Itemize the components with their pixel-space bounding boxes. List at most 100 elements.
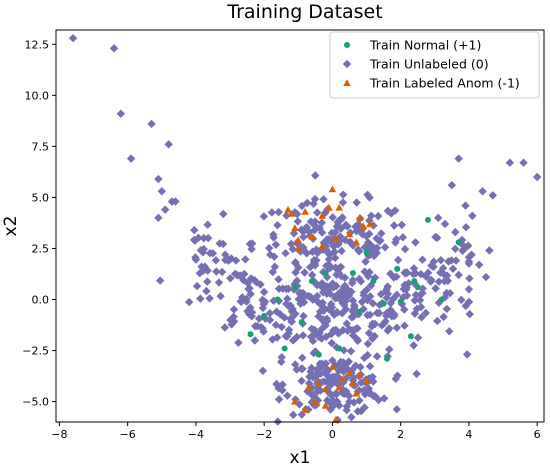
- unlabeled-point: [291, 268, 300, 277]
- unlabeled-point: [310, 194, 320, 204]
- y-tick-label: 5.0: [32, 191, 50, 204]
- unlabeled-point: [444, 257, 453, 266]
- unlabeled-point: [353, 407, 363, 416]
- unlabeled-point: [431, 284, 440, 293]
- unlabeled-point: [347, 413, 356, 422]
- unlabeled-point: [372, 234, 381, 243]
- anomaly-point: [352, 389, 361, 397]
- normal-point: [281, 345, 288, 352]
- unlabeled-point: [488, 191, 498, 200]
- unlabeled-point: [329, 283, 338, 292]
- unlabeled-point: [299, 232, 308, 242]
- unlabeled-point: [296, 364, 306, 374]
- unlabeled-point: [389, 294, 398, 303]
- unlabeled-point: [440, 219, 450, 229]
- anomaly-point: [332, 234, 340, 242]
- unlabeled-point: [328, 378, 338, 387]
- x-tick-label: −4: [188, 428, 204, 441]
- anomaly-point: [294, 244, 303, 252]
- unlabeled-point: [339, 283, 349, 292]
- x-tick-label: −6: [120, 428, 136, 441]
- unlabeled-point: [192, 281, 202, 291]
- anomaly-point: [345, 230, 354, 238]
- unlabeled-point: [337, 246, 346, 256]
- unlabeled-point: [392, 405, 401, 414]
- unlabeled-point: [203, 277, 212, 286]
- unlabeled-point: [332, 307, 342, 317]
- unlabeled-point: [317, 324, 327, 333]
- unlabeled-point: [203, 266, 212, 275]
- unlabeled-point: [219, 209, 228, 219]
- unlabeled-point: [195, 269, 205, 278]
- unlabeled-point: [282, 211, 291, 220]
- unlabeled-point: [272, 333, 282, 342]
- unlabeled-point: [448, 264, 458, 273]
- unlabeled-point: [273, 220, 282, 230]
- unlabeled-point: [241, 255, 250, 264]
- unlabeled-point: [400, 268, 409, 277]
- unlabeled-point: [328, 213, 337, 222]
- unlabeled-point: [297, 201, 307, 211]
- unlabeled-point: [427, 275, 436, 285]
- unlabeled-point: [278, 386, 287, 395]
- unlabeled-point: [365, 193, 374, 202]
- unlabeled-point: [289, 410, 298, 420]
- unlabeled-point: [360, 403, 369, 412]
- unlabeled-point: [298, 331, 308, 340]
- unlabeled-point: [436, 255, 446, 265]
- unlabeled-point: [323, 396, 332, 405]
- legend: Train Normal (+1) Train Unlabeled (0) Trai…: [329, 31, 540, 99]
- unlabeled-point: [423, 268, 433, 277]
- normal-point: [349, 269, 356, 276]
- unlabeled-point: [379, 394, 389, 403]
- unlabeled-point: [254, 314, 264, 323]
- unlabeled-point: [308, 336, 318, 346]
- unlabeled-point: [393, 255, 403, 265]
- unlabeled-point: [203, 220, 212, 229]
- legend-marker-triangle: [343, 79, 351, 86]
- anomaly-point: [345, 369, 354, 377]
- unlabeled-point: [296, 299, 305, 308]
- unlabeled-point: [265, 308, 275, 318]
- unlabeled-point: [392, 235, 401, 244]
- unlabeled-point: [237, 272, 246, 281]
- anomaly-point: [332, 416, 340, 423]
- unlabeled-point: [382, 308, 391, 318]
- unlabeled-point: [284, 325, 294, 335]
- unlabeled-point: [392, 323, 402, 332]
- unlabeled-point: [297, 225, 306, 234]
- unlabeled-point: [267, 208, 277, 217]
- unlabeled-point: [116, 109, 126, 118]
- unlabeled-point: [409, 264, 419, 273]
- unlabeled-point: [367, 322, 376, 331]
- anomaly-point: [301, 207, 309, 215]
- unlabeled-point: [363, 190, 372, 200]
- unlabeled-point: [196, 246, 206, 255]
- anomaly-point: [335, 383, 344, 391]
- unlabeled-point: [269, 230, 278, 239]
- unlabeled-point: [161, 205, 170, 214]
- anomaly-point: [287, 209, 296, 217]
- unlabeled-point: [410, 296, 420, 305]
- unlabeled-point: [336, 224, 346, 233]
- unlabeled-point: [351, 223, 361, 232]
- unlabeled-point: [451, 256, 461, 265]
- unlabeled-point: [369, 391, 378, 401]
- unlabeled-point: [389, 221, 399, 230]
- unlabeled-point: [372, 352, 382, 361]
- unlabeled-point: [451, 227, 460, 237]
- y-tick-label: 7.5: [32, 140, 50, 153]
- unlabeled-point: [363, 339, 373, 349]
- unlabeled-point: [352, 334, 362, 344]
- anomaly-point: [325, 203, 333, 211]
- unlabeled-point: [297, 376, 306, 386]
- unlabeled-point: [310, 261, 320, 270]
- unlabeled-point: [418, 288, 427, 298]
- normal-point: [315, 351, 322, 358]
- unlabeled-point: [171, 197, 180, 206]
- unlabeled-point: [385, 345, 394, 354]
- y-tick-label: 10.0: [25, 89, 50, 102]
- y-axis-label: x2: [1, 216, 21, 237]
- anomaly-point: [301, 405, 309, 413]
- anomaly-point: [294, 236, 303, 244]
